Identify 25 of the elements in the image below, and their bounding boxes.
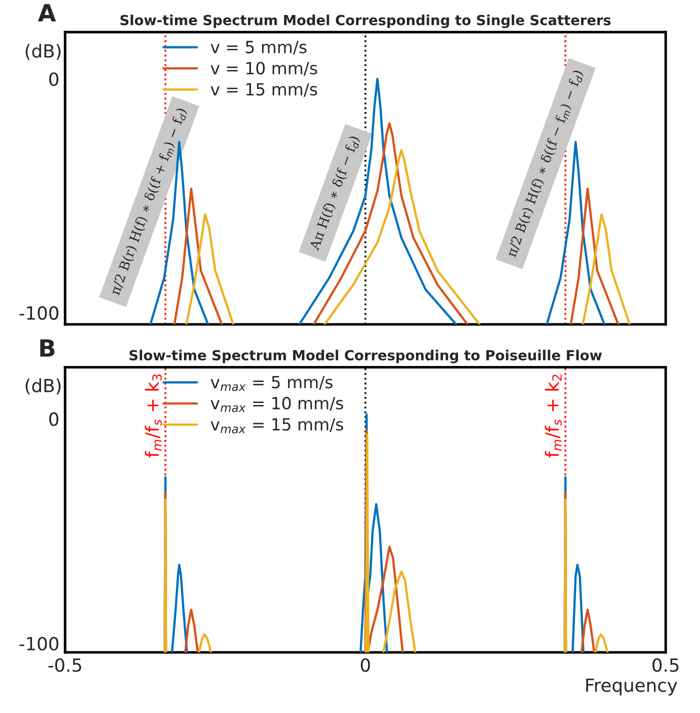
annotation: Aπ H(f) ∗ δ(f − f$_{d}$)	[308, 135, 362, 252]
y-tick-label: 0	[49, 72, 58, 86]
text: B	[40, 339, 54, 357]
y-axis-title: (dB)	[26, 378, 61, 395]
y-tick-label: -100	[19, 306, 58, 320]
x-tick-label: 0.5	[652, 658, 678, 672]
legend-label: v = 15 mm/s	[210, 83, 318, 97]
legend-label: v = 10 mm/s	[210, 62, 318, 76]
ref-line-label: f$_{m}$/f$_{s}$ + k$_{3}$	[144, 374, 162, 458]
legend-label: v = 5 mm/s	[210, 40, 306, 55]
x-axis-title: Frequency	[586, 678, 678, 696]
ref-line-label: f$_{m}$/f$_{s}$ + k$_{2}$	[544, 374, 562, 458]
legend-label: v$_{max}$ = 10 mm/s	[210, 396, 344, 412]
legend-label: v$_{max}$ = 5 mm/s	[210, 376, 333, 392]
annotation: π/2 B(r) H(f) ∗ δ((f − f$_{m}$) − f$_{d}$)	[506, 69, 585, 258]
legend-label: v$_{max}$ = 15 mm/s	[210, 418, 344, 434]
y-tick-label: -100	[19, 636, 58, 651]
chart-title: Slow-time Spectrum Model Corresponding to Single Scatterers	[120, 14, 611, 28]
annotation: π/2 B(r) H(f) ∗ δ((f + f$_{m}$) − f$_{d}$)	[109, 107, 188, 296]
y-axis-title: (dB)	[26, 44, 61, 60]
y-tick-label: 0	[49, 412, 58, 426]
x-tick-label: 0	[360, 658, 370, 672]
chart-title: Slow-time Spectrum Model Corresponding to Poiseuille Flow	[130, 350, 602, 364]
x-tick-label: -0.5	[48, 658, 82, 672]
text: A	[38, 4, 56, 22]
